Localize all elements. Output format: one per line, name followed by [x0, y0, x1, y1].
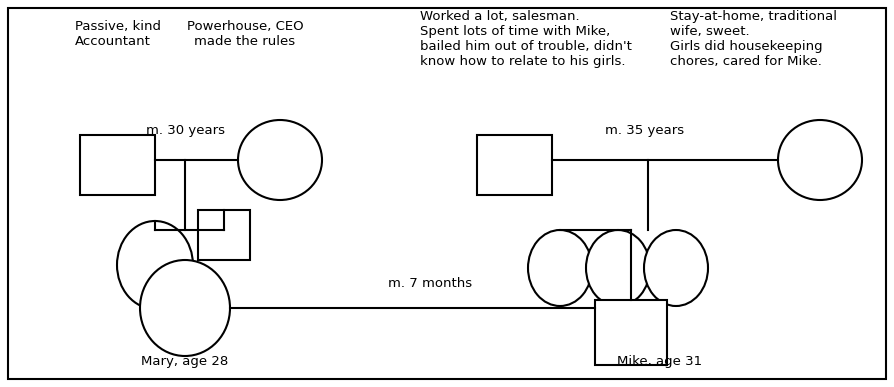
Bar [80, 135, 155, 195]
Bar [477, 135, 552, 195]
Text: Mary, age 28: Mary, age 28 [141, 355, 229, 368]
Ellipse shape [586, 230, 650, 306]
Text: Stay-at-home, traditional
wife, sweet.
Girls did housekeeping
chores, cared for : Stay-at-home, traditional wife, sweet. G… [670, 10, 837, 68]
Text: m. 7 months: m. 7 months [388, 277, 472, 290]
Ellipse shape [644, 230, 708, 306]
Text: m. 35 years: m. 35 years [605, 124, 685, 137]
Text: Passive, kind
Accountant: Passive, kind Accountant [75, 20, 161, 48]
Ellipse shape [238, 120, 322, 200]
Text: Worked a lot, salesman.
Spent lots of time with Mike,
bailed him out of trouble,: Worked a lot, salesman. Spent lots of ti… [420, 10, 632, 68]
Ellipse shape [528, 230, 592, 306]
Ellipse shape [778, 120, 862, 200]
Bar [595, 300, 667, 365]
Ellipse shape [117, 221, 193, 309]
Text: m. 30 years: m. 30 years [146, 124, 224, 137]
Text: Mike, age 31: Mike, age 31 [618, 355, 703, 368]
Text: Powerhouse, CEO
made the rules: Powerhouse, CEO made the rules [187, 20, 303, 48]
Bar [198, 210, 250, 260]
Ellipse shape [140, 260, 230, 356]
